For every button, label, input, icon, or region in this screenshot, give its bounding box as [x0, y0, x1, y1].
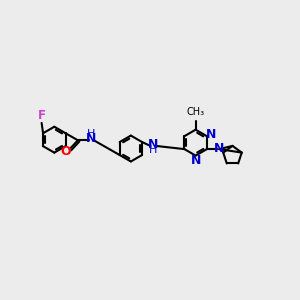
- Text: F: F: [38, 109, 46, 122]
- Text: N: N: [148, 138, 158, 151]
- Text: N: N: [191, 154, 201, 167]
- Text: N: N: [214, 142, 224, 155]
- Text: N: N: [86, 132, 96, 145]
- Text: H: H: [148, 145, 157, 155]
- Text: N: N: [206, 128, 216, 141]
- Text: O: O: [61, 145, 71, 158]
- Text: H: H: [87, 128, 95, 139]
- Text: CH₃: CH₃: [187, 107, 205, 117]
